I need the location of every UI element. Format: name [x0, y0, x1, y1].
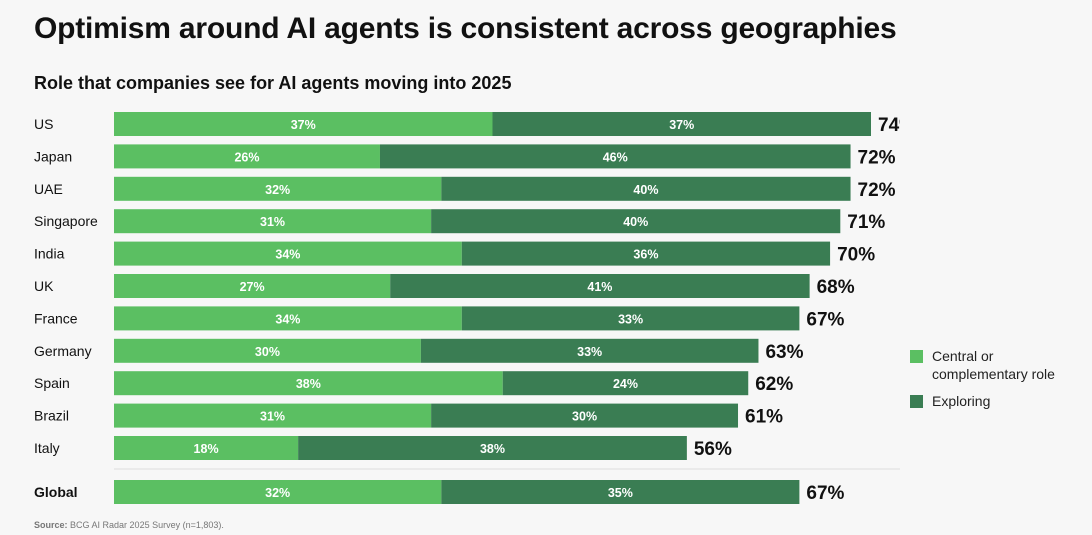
data-label-india-central: 34% [275, 248, 300, 262]
source-label: Source: [34, 520, 68, 530]
category-label-us: US [34, 116, 53, 132]
bar-brazil-central [114, 403, 432, 428]
total-label-france: 67% [806, 309, 844, 330]
category-label-brazil: Brazil [34, 408, 69, 424]
category-label-japan: Japan [34, 148, 72, 164]
bar-japan-central [114, 144, 380, 169]
data-label-global-exploring: 35% [608, 486, 633, 500]
data-label-germany-exploring: 33% [577, 345, 602, 359]
stacked-bar-chart: US 37% 37% 74% Japan 26% 46% 72% UAE 32% 40% 72% Sin… [34, 112, 900, 504]
data-label-spain-exploring: 24% [613, 377, 638, 391]
category-label-global: Global [34, 484, 78, 500]
total-label-japan: 72% [858, 147, 896, 168]
total-label-singapore: 71% [847, 212, 885, 233]
bar-global-exploring [441, 480, 800, 504]
data-label-japan-exploring: 46% [603, 150, 628, 164]
data-label-france-central: 34% [275, 312, 300, 326]
category-label-italy: Italy [34, 440, 60, 456]
bar-brazil-exploring [431, 403, 739, 428]
total-label-us: 74% [878, 115, 900, 136]
category-label-germany: Germany [34, 343, 92, 359]
bar-spain-central [114, 371, 503, 396]
chart-subtitle: Role that companies see for AI agents mo… [34, 73, 512, 93]
category-label-uae: UAE [34, 181, 63, 197]
total-label-uk: 68% [817, 277, 855, 298]
total-label-italy: 56% [694, 439, 732, 460]
legend-item-central: Central or complementary role [910, 347, 1082, 383]
bar-france-exploring [461, 306, 800, 331]
data-label-global-central: 32% [265, 486, 290, 500]
category-label-france: France [34, 310, 78, 326]
data-label-uk-central: 27% [240, 280, 265, 294]
data-label-singapore-exploring: 40% [623, 215, 648, 229]
data-label-japan-central: 26% [234, 150, 259, 164]
total-label-brazil: 61% [745, 407, 783, 428]
source-text: BCG AI Radar 2025 Survey (n=1,803). [70, 520, 224, 530]
category-label-spain: Spain [34, 375, 70, 391]
legend-item-exploring: Exploring [910, 392, 1082, 410]
bar-germany-exploring [420, 338, 759, 363]
legend-label-exploring: Exploring [932, 393, 991, 409]
data-label-spain-central: 38% [296, 377, 321, 391]
total-label-spain: 62% [755, 374, 793, 395]
data-label-singapore-central: 31% [260, 215, 285, 229]
category-label-singapore: Singapore [34, 213, 98, 229]
total-label-uae: 72% [858, 180, 896, 201]
bar-uk-central [114, 274, 391, 298]
bar-india-exploring [461, 241, 831, 266]
legend-label-central: Central or complementary role [932, 348, 1055, 382]
bar-spain-exploring [502, 371, 749, 396]
data-label-italy-exploring: 38% [480, 442, 505, 456]
category-label-india: India [34, 246, 65, 262]
bar-singapore-central [114, 209, 432, 234]
chart-title: Optimism around AI agents is consistent … [34, 12, 897, 45]
legend-swatch-central [910, 350, 923, 363]
legend: Central or complementary role Exploring [910, 347, 1082, 419]
data-label-us-central: 37% [291, 118, 316, 132]
total-label-global: 67% [806, 483, 844, 504]
data-label-brazil-central: 31% [260, 410, 285, 424]
data-label-india-exploring: 36% [633, 248, 658, 262]
bar-uk-exploring [390, 274, 810, 298]
total-label-india: 70% [837, 245, 875, 266]
data-label-brazil-exploring: 30% [572, 410, 597, 424]
data-label-italy-central: 18% [194, 442, 219, 456]
category-label-uk: UK [34, 278, 54, 294]
legend-swatch-exploring [910, 395, 923, 408]
data-label-france-exploring: 33% [618, 312, 643, 326]
bar-france-central [114, 306, 462, 331]
bar-japan-exploring [379, 144, 851, 169]
data-label-uae-central: 32% [265, 183, 290, 197]
bar-us-central [114, 112, 493, 136]
data-label-uk-exploring: 41% [587, 280, 612, 294]
data-label-us-exploring: 37% [669, 118, 694, 132]
bar-uae-central [114, 176, 442, 201]
bar-germany-central [114, 338, 421, 363]
bar-singapore-exploring [431, 209, 841, 234]
bar-italy-exploring [298, 436, 687, 460]
source-note: Source: BCG AI Radar 2025 Survey (n=1,80… [34, 520, 224, 530]
bar-us-exploring [492, 112, 871, 136]
data-label-germany-central: 30% [255, 345, 280, 359]
bar-uae-exploring [441, 176, 851, 201]
bar-global-central [114, 480, 442, 504]
bar-india-central [114, 241, 462, 266]
total-label-germany: 63% [765, 342, 803, 363]
data-label-uae-exploring: 40% [633, 183, 658, 197]
bar-italy-central [114, 436, 299, 460]
